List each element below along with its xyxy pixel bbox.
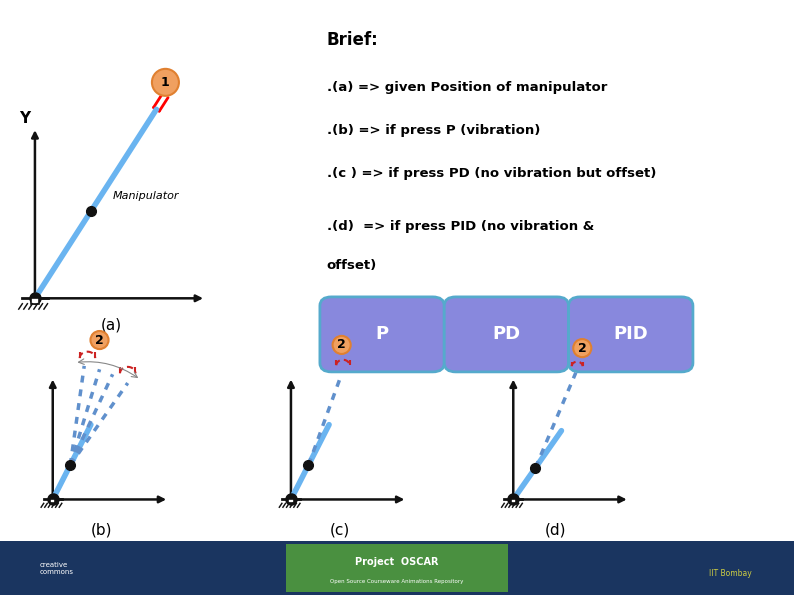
Text: .(d)  => if press PID (no vibration &: .(d) => if press PID (no vibration & (327, 220, 594, 233)
Text: (c): (c) (330, 523, 349, 538)
Text: (b): (b) (91, 523, 112, 538)
Text: Manipulator: Manipulator (113, 191, 179, 201)
Circle shape (573, 339, 592, 357)
Bar (31, 298, 39, 303)
Text: 1: 1 (161, 76, 170, 89)
Text: 2: 2 (95, 334, 104, 346)
Text: Open Source Courseware Animations Repository: Open Source Courseware Animations Reposi… (330, 579, 464, 584)
Text: .(c ) => if press PD (no vibration but offset): .(c ) => if press PD (no vibration but o… (327, 167, 656, 180)
Text: PID: PID (614, 325, 648, 343)
Text: .(b) => if press P (vibration): .(b) => if press P (vibration) (327, 124, 540, 137)
Text: PD: PD (492, 325, 521, 343)
Text: .(a) => given Position of manipulator: .(a) => given Position of manipulator (327, 81, 607, 94)
Text: creative
commons: creative commons (40, 562, 74, 575)
Text: offset): offset) (327, 259, 377, 273)
FancyBboxPatch shape (320, 297, 445, 372)
Text: 2: 2 (578, 342, 587, 355)
Text: (d): (d) (545, 523, 566, 538)
FancyBboxPatch shape (445, 297, 569, 372)
Bar (511, 499, 516, 503)
FancyBboxPatch shape (569, 297, 693, 372)
Text: 2: 2 (337, 339, 346, 352)
Text: Project  OSCAR: Project OSCAR (355, 557, 439, 567)
Circle shape (152, 69, 179, 96)
Bar (288, 499, 294, 503)
Text: IIT Bombay: IIT Bombay (709, 569, 752, 578)
Circle shape (333, 336, 351, 354)
Circle shape (91, 331, 109, 349)
Bar (50, 499, 56, 503)
Text: Y: Y (19, 111, 30, 126)
Text: P: P (376, 325, 388, 343)
Text: (a): (a) (101, 318, 122, 333)
Bar (286, 544, 508, 593)
Text: Brief:: Brief: (327, 31, 379, 49)
